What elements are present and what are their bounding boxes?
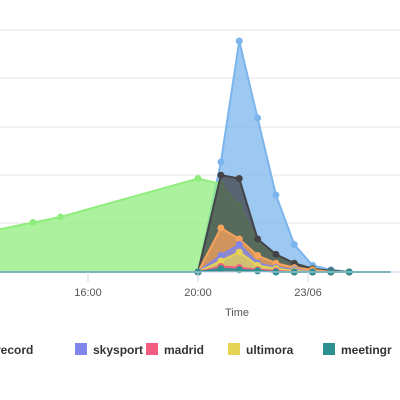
data-point[interactable] [217, 158, 225, 166]
legend-label: skysport [93, 343, 143, 357]
legend-swatch [146, 343, 158, 355]
data-point[interactable] [254, 114, 262, 122]
legend[interactable]: record skysport madrid ultimora meetingr [0, 343, 392, 357]
series-area [0, 178, 391, 272]
legend-item-record[interactable]: record [0, 343, 33, 357]
data-point[interactable] [290, 241, 298, 248]
data-point[interactable] [235, 175, 243, 182]
data-point[interactable] [254, 235, 262, 243]
legend-item-skysport[interactable]: skysport [75, 343, 143, 357]
legend-swatch [75, 343, 87, 355]
data-point[interactable] [217, 265, 225, 273]
legend-swatch [228, 343, 240, 355]
x-axis-title: Time [225, 307, 249, 319]
data-point[interactable] [235, 241, 243, 248]
data-point[interactable] [254, 267, 262, 275]
x-tick-label: 16:00 [74, 287, 102, 299]
x-axis-ticks: 16:00 20:00 23/06 [74, 272, 322, 299]
x-tick-label: 23/06 [294, 287, 322, 299]
legend-item-meetingr[interactable]: meetingr [323, 343, 392, 357]
data-point[interactable] [217, 224, 225, 232]
data-point[interactable] [29, 219, 37, 226]
data-point[interactable] [217, 252, 225, 259]
legend-item-madrid[interactable]: madrid [146, 343, 204, 357]
x-tick-label: 20:00 [184, 287, 212, 299]
legend-label: record [0, 343, 33, 357]
data-point[interactable] [217, 257, 225, 265]
data-point[interactable] [194, 175, 202, 182]
data-point[interactable] [235, 37, 243, 45]
data-point[interactable] [272, 191, 280, 199]
data-point[interactable] [235, 248, 243, 256]
series-1 [0, 175, 391, 276]
legend-item-ultimora[interactable]: ultimora [228, 343, 294, 357]
data-point[interactable] [272, 250, 280, 258]
series-areas [0, 37, 391, 276]
legend-label: ultimora [246, 343, 294, 357]
legend-label: meetingr [341, 343, 392, 357]
data-point[interactable] [57, 213, 64, 221]
legend-label: madrid [164, 343, 204, 357]
legend-swatch [323, 343, 335, 355]
data-point[interactable] [235, 235, 243, 243]
data-point[interactable] [254, 252, 262, 259]
data-point[interactable] [217, 171, 225, 179]
